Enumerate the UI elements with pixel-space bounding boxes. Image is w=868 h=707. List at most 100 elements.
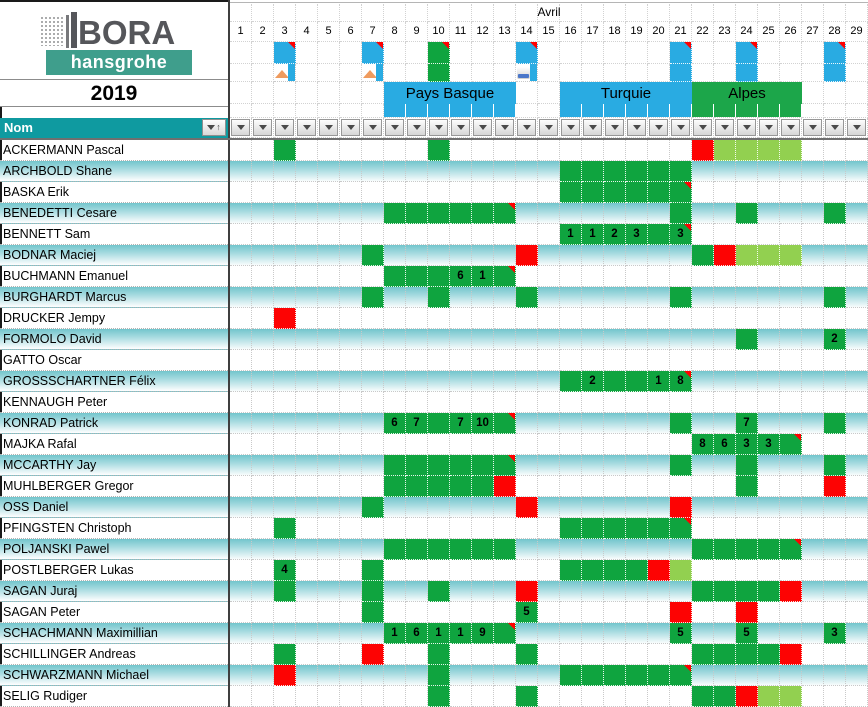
schedule-cell-day-24[interactable]: 5 bbox=[736, 623, 758, 644]
schedule-cell-day-16[interactable] bbox=[560, 665, 582, 686]
schedule-cell-day-12[interactable]: 10 bbox=[472, 413, 494, 434]
schedule-cell-day-26[interactable] bbox=[780, 140, 802, 161]
schedule-cell-day-11[interactable]: 1 bbox=[450, 623, 472, 644]
schedule-cell-day-23[interactable] bbox=[714, 539, 736, 560]
schedule-cell-day-19[interactable] bbox=[626, 371, 648, 392]
schedule-cell-day-25[interactable] bbox=[758, 644, 780, 665]
schedule-cell-day-16[interactable] bbox=[560, 161, 582, 182]
schedule-cell-day-19[interactable] bbox=[626, 518, 648, 539]
stage-profile-28[interactable] bbox=[824, 64, 846, 82]
schedule-cell-day-21[interactable] bbox=[670, 413, 692, 434]
schedule-cell-day-24[interactable] bbox=[736, 140, 758, 161]
schedule-cell-day-21[interactable] bbox=[670, 161, 692, 182]
schedule-cell-day-18[interactable] bbox=[604, 518, 626, 539]
schedule-cell-day-17[interactable] bbox=[582, 518, 604, 539]
schedule-cell-day-10[interactable] bbox=[428, 581, 450, 602]
filter-button-day-4[interactable] bbox=[297, 119, 316, 136]
schedule-cell-day-21[interactable]: 8 bbox=[670, 371, 692, 392]
rider-name[interactable]: GATTO Oscar bbox=[0, 350, 228, 371]
schedule-cell-day-24[interactable] bbox=[736, 602, 758, 623]
filter-button-day-20[interactable] bbox=[649, 119, 668, 136]
schedule-cell-day-16[interactable] bbox=[560, 560, 582, 581]
filter-button-day-19[interactable] bbox=[627, 119, 646, 136]
schedule-cell-day-28[interactable] bbox=[824, 455, 846, 476]
schedule-cell-day-24[interactable] bbox=[736, 455, 758, 476]
filter-button-day-9[interactable] bbox=[407, 119, 426, 136]
filter-button-day-24[interactable] bbox=[737, 119, 756, 136]
schedule-cell-day-7[interactable] bbox=[362, 497, 384, 518]
schedule-cell-day-10[interactable]: 1 bbox=[428, 623, 450, 644]
schedule-cell-day-10[interactable] bbox=[428, 476, 450, 497]
schedule-cell-day-23[interactable] bbox=[714, 686, 736, 707]
schedule-cell-day-22[interactable] bbox=[692, 245, 714, 266]
schedule-cell-day-14[interactable] bbox=[516, 686, 538, 707]
rider-name[interactable]: OSS Daniel bbox=[0, 497, 228, 518]
schedule-cell-day-26[interactable] bbox=[780, 539, 802, 560]
schedule-cell-day-7[interactable] bbox=[362, 644, 384, 665]
schedule-cell-day-13[interactable] bbox=[494, 476, 516, 497]
rider-name[interactable]: MCCARTHY Jay bbox=[0, 455, 228, 476]
schedule-cell-day-20[interactable] bbox=[648, 224, 670, 245]
filter-button-day-26[interactable] bbox=[781, 119, 800, 136]
rider-name[interactable]: SAGAN Peter bbox=[0, 602, 228, 623]
schedule-cell-day-18[interactable]: 2 bbox=[604, 224, 626, 245]
schedule-cell-day-18[interactable] bbox=[604, 371, 626, 392]
schedule-cell-day-17[interactable]: 1 bbox=[582, 224, 604, 245]
schedule-cell-day-28[interactable] bbox=[824, 476, 846, 497]
rider-name[interactable]: BASKA Erik bbox=[0, 182, 228, 203]
schedule-cell-day-9[interactable]: 6 bbox=[406, 623, 428, 644]
rider-name[interactable]: KONRAD Patrick bbox=[0, 413, 228, 434]
schedule-cell-day-11[interactable] bbox=[450, 203, 472, 224]
filter-button-day-16[interactable] bbox=[561, 119, 580, 136]
schedule-cell-day-14[interactable] bbox=[516, 245, 538, 266]
schedule-cell-day-28[interactable]: 2 bbox=[824, 329, 846, 350]
schedule-cell-day-25[interactable] bbox=[758, 686, 780, 707]
schedule-cell-day-21[interactable] bbox=[670, 665, 692, 686]
schedule-cell-day-22[interactable] bbox=[692, 644, 714, 665]
rider-name[interactable]: SELIG Rudiger bbox=[0, 686, 228, 707]
schedule-cell-day-10[interactable] bbox=[428, 455, 450, 476]
schedule-cell-day-18[interactable] bbox=[604, 161, 626, 182]
schedule-cell-day-7[interactable] bbox=[362, 560, 384, 581]
schedule-cell-day-24[interactable]: 3 bbox=[736, 434, 758, 455]
schedule-cell-day-26[interactable] bbox=[780, 245, 802, 266]
filter-button-day-25[interactable] bbox=[759, 119, 778, 136]
schedule-cell-day-19[interactable] bbox=[626, 161, 648, 182]
schedule-cell-day-3[interactable] bbox=[274, 581, 296, 602]
schedule-cell-day-22[interactable] bbox=[692, 140, 714, 161]
schedule-cell-day-16[interactable] bbox=[560, 371, 582, 392]
schedule-cell-day-22[interactable]: 8 bbox=[692, 434, 714, 455]
stage-profile-10[interactable] bbox=[428, 64, 450, 82]
schedule-cell-day-18[interactable] bbox=[604, 182, 626, 203]
race-day-marker-14[interactable] bbox=[516, 42, 538, 64]
schedule-cell-day-14[interactable] bbox=[516, 497, 538, 518]
schedule-cell-day-9[interactable]: 7 bbox=[406, 413, 428, 434]
rider-name[interactable]: POLJANSKI Pawel bbox=[0, 539, 228, 560]
schedule-cell-day-10[interactable] bbox=[428, 287, 450, 308]
schedule-cell-day-24[interactable] bbox=[736, 581, 758, 602]
schedule-cell-day-19[interactable] bbox=[626, 560, 648, 581]
stage-profile-21[interactable] bbox=[670, 64, 692, 82]
filter-button-day-18[interactable] bbox=[605, 119, 624, 136]
schedule-cell-day-12[interactable] bbox=[472, 455, 494, 476]
schedule-cell-day-8[interactable] bbox=[384, 476, 406, 497]
schedule-cell-day-14[interactable] bbox=[516, 581, 538, 602]
schedule-cell-day-7[interactable] bbox=[362, 581, 384, 602]
schedule-cell-day-21[interactable] bbox=[670, 287, 692, 308]
rider-name[interactable]: BENEDETTI Cesare bbox=[0, 203, 228, 224]
schedule-cell-day-26[interactable] bbox=[780, 644, 802, 665]
rider-name[interactable]: PFINGSTEN Christoph bbox=[0, 518, 228, 539]
schedule-cell-day-20[interactable] bbox=[648, 560, 670, 581]
schedule-cell-day-3[interactable] bbox=[274, 140, 296, 161]
schedule-cell-day-16[interactable] bbox=[560, 182, 582, 203]
schedule-cell-day-25[interactable] bbox=[758, 581, 780, 602]
schedule-cell-day-21[interactable] bbox=[670, 182, 692, 203]
schedule-cell-day-19[interactable]: 3 bbox=[626, 224, 648, 245]
stage-profile-3[interactable] bbox=[274, 64, 296, 82]
schedule-cell-day-17[interactable] bbox=[582, 182, 604, 203]
schedule-cell-day-22[interactable] bbox=[692, 581, 714, 602]
schedule-cell-day-13[interactable] bbox=[494, 623, 516, 644]
schedule-cell-day-21[interactable] bbox=[670, 560, 692, 581]
schedule-cell-day-13[interactable] bbox=[494, 203, 516, 224]
rider-name[interactable]: KENNAUGH Peter bbox=[0, 392, 228, 413]
